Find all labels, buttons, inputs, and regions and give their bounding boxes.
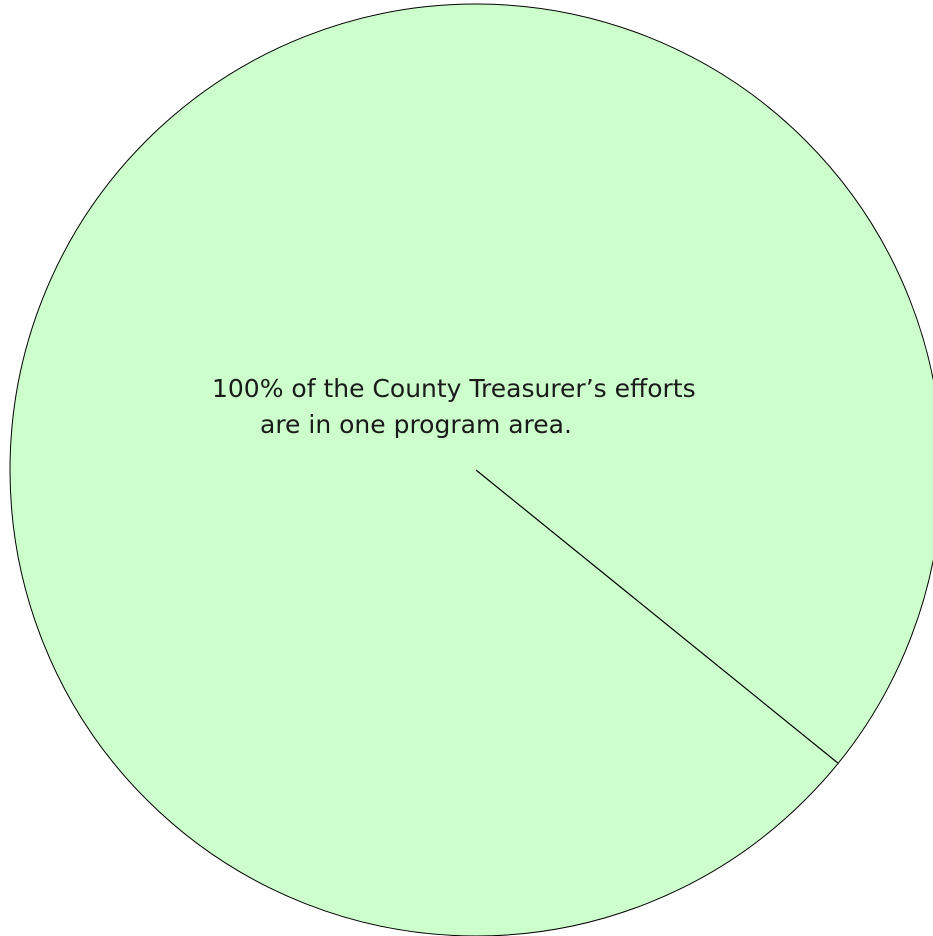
pie-slices (9, 3, 933, 936)
annotation-line-1: 100% of the County Treasurer’s efforts (212, 374, 696, 403)
annotation-line-2: are in one program area. (260, 410, 572, 439)
pie-slice-edge (475, 469, 839, 764)
pie-slice-1 (9, 3, 933, 936)
